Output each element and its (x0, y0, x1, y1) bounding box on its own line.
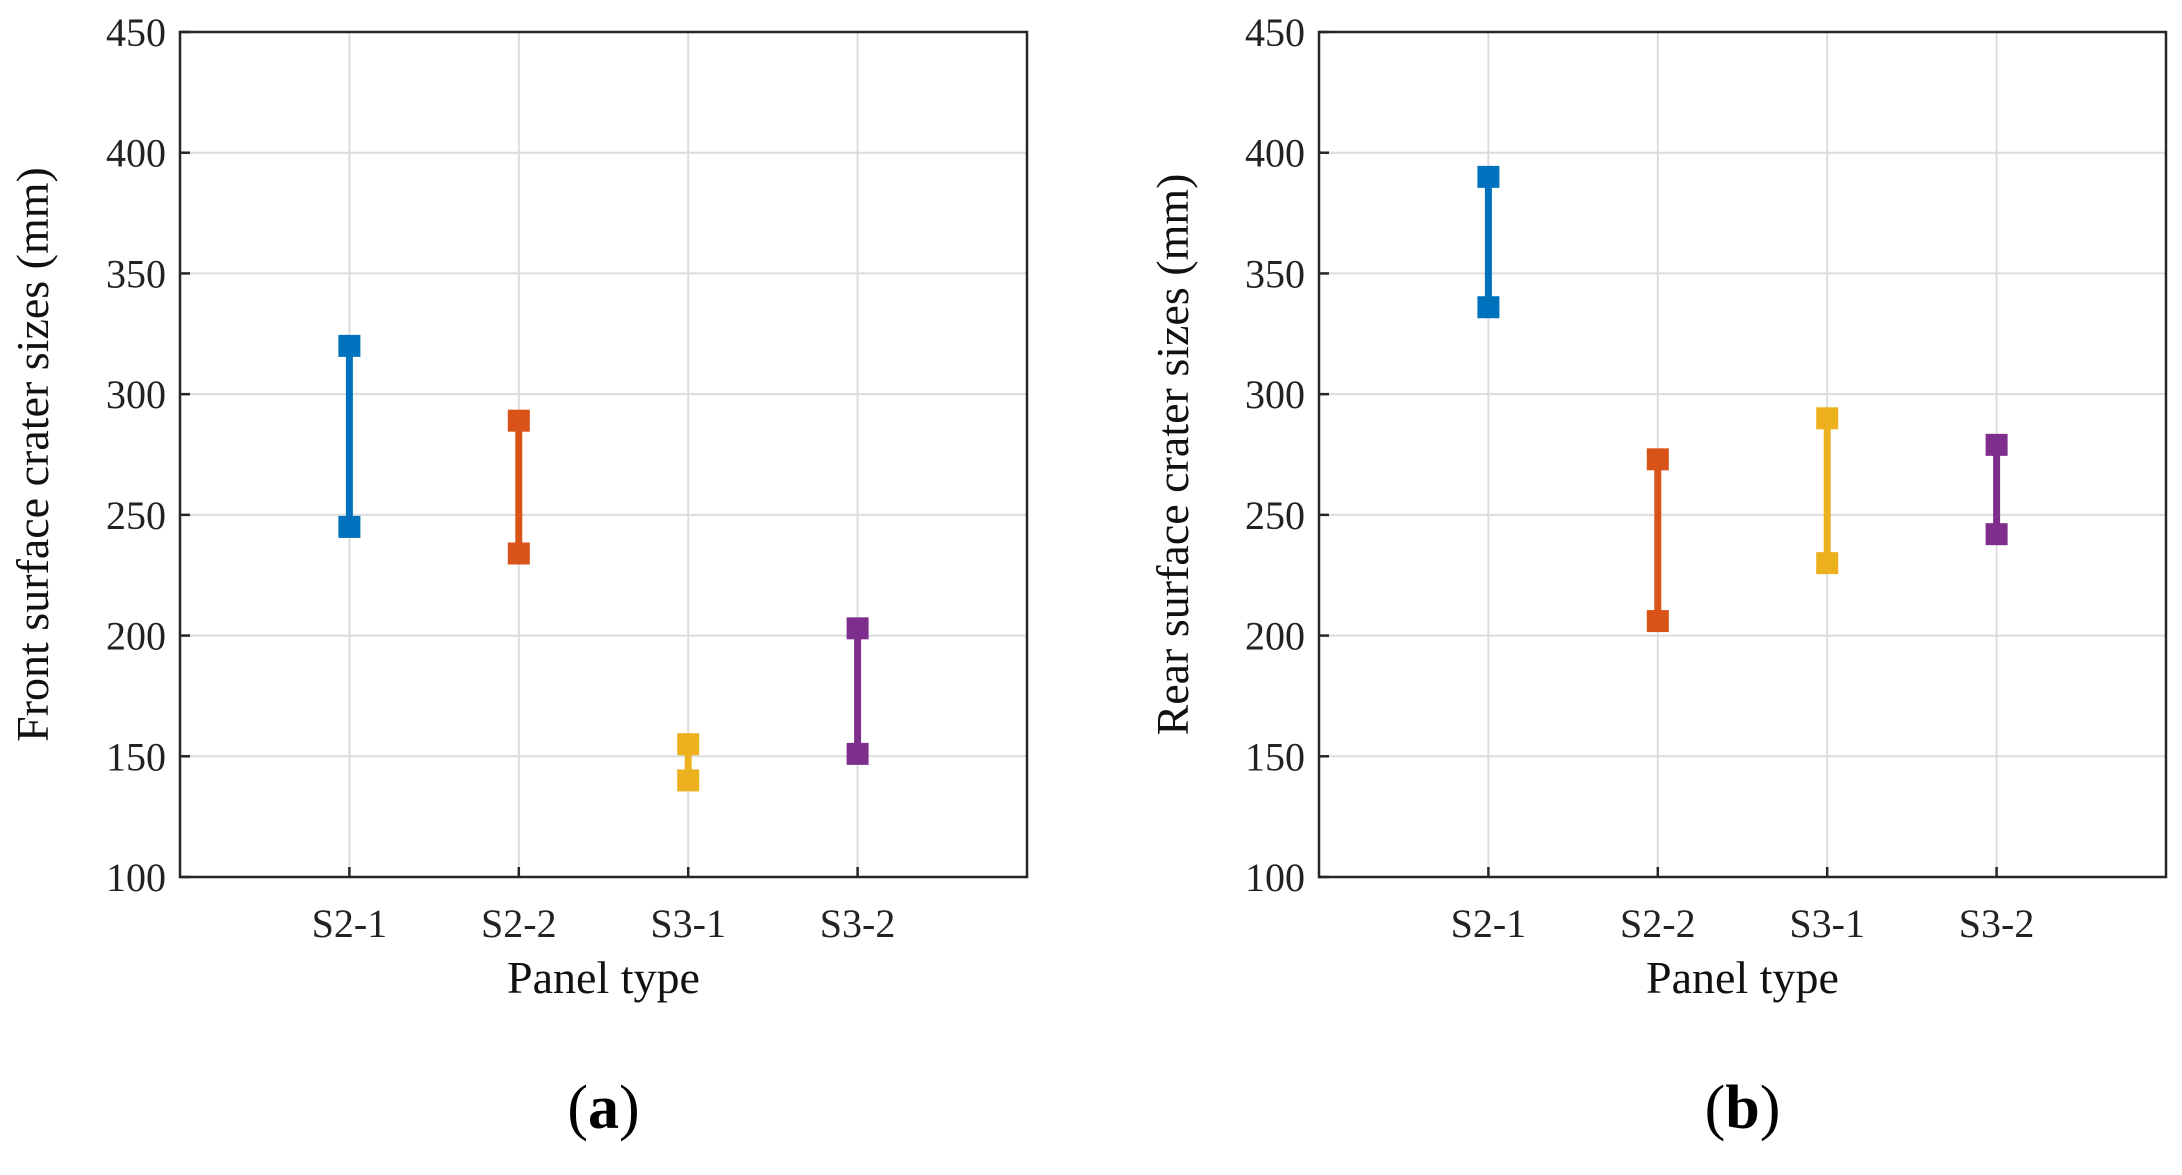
panel-b-marker-low-s3-1 (1816, 552, 1839, 575)
panel-a-ytick-label: 100 (106, 855, 166, 900)
panel-b-ytick-label: 150 (1245, 734, 1305, 779)
panel-b-ytick-label: 450 (1245, 10, 1305, 55)
panel-a-ytick-label: 350 (106, 251, 166, 296)
chart-panel-a: 100 150 200 250 300 350 400 450 S2-1 S2-2 S3-1 S3-2… (7, 10, 1029, 1142)
panel-a-marker-high-s3-2 (846, 617, 869, 640)
panel-a-marker-low-s2-2 (507, 542, 530, 565)
panel-b-marker-low-s2-2 (1646, 610, 1669, 633)
panel-a-ytick-label: 250 (106, 493, 166, 538)
panel-b-ytick-label: 250 (1245, 493, 1305, 538)
panel-b-ytick-label: 200 (1245, 614, 1305, 659)
panel-b-xtick-label: S3-2 (1959, 901, 2035, 946)
panel-a-marker-high-s2-1 (338, 334, 361, 357)
panel-a-ytick-label: 200 (106, 614, 166, 659)
panel-b-marker-high-s2-2 (1646, 448, 1669, 471)
panel-b-marker-high-s3-2 (1985, 433, 2008, 456)
panel-a-xtick-label: S3-2 (820, 901, 896, 946)
panel-b-axes-box (1317, 30, 2168, 879)
panel-b-ytick-label: 300 (1245, 372, 1305, 417)
panel-a-marker-low-s2-1 (338, 515, 361, 538)
panel-a-marker-high-s3-1 (677, 733, 700, 756)
panel-b-marker-low-s3-2 (1985, 523, 2008, 546)
panel-b-x-axis-label: Panel type (1646, 952, 1839, 1003)
panel-b-xtick-label: S3-1 (1789, 901, 1865, 946)
panel-b-ytick-label: 400 (1245, 131, 1305, 176)
panel-a-ytick-label: 300 (106, 372, 166, 417)
panel-b-panel-label: (b) (1705, 1074, 1781, 1142)
panel-a-marker-high-s2-2 (507, 409, 530, 432)
panel-a-xtick-label: S2-1 (312, 901, 388, 946)
panel-b-marker-high-s3-1 (1816, 407, 1839, 430)
panel-a-x-axis-label: Panel type (507, 952, 700, 1003)
panel-b-xtick-label: S2-2 (1620, 901, 1696, 946)
panel-b-ytick-label: 100 (1245, 855, 1305, 900)
panel-a-ytick-label: 400 (106, 131, 166, 176)
chart-panel-b: 100 150 200 250 300 350 400 450 S2-1 S2-2 S3-1 S3-2… (1147, 10, 2168, 1142)
panel-a-marker-low-s3-1 (677, 769, 700, 792)
panel-b-marker-high-s2-1 (1477, 165, 1500, 188)
panel-b-xtick-label: S2-1 (1451, 901, 1527, 946)
panel-a-y-axis-label: Front surface crater sizes (mm) (7, 167, 58, 742)
panel-a-ytick-label: 150 (106, 734, 166, 779)
panel-b-ytick-label: 350 (1245, 251, 1305, 296)
panel-a-xtick-label: S2-2 (481, 901, 557, 946)
panel-a-ytick-label: 450 (106, 10, 166, 55)
panel-b-y-axis-label: Rear surface crater sizes (mm) (1147, 174, 1198, 736)
panel-a-axes-box (178, 30, 1029, 879)
panel-a-xtick-label: S3-1 (650, 901, 726, 946)
panel-a-panel-label: (a) (567, 1074, 639, 1142)
panel-b-marker-low-s2-1 (1477, 296, 1500, 319)
panel-a-marker-low-s3-2 (846, 742, 869, 765)
